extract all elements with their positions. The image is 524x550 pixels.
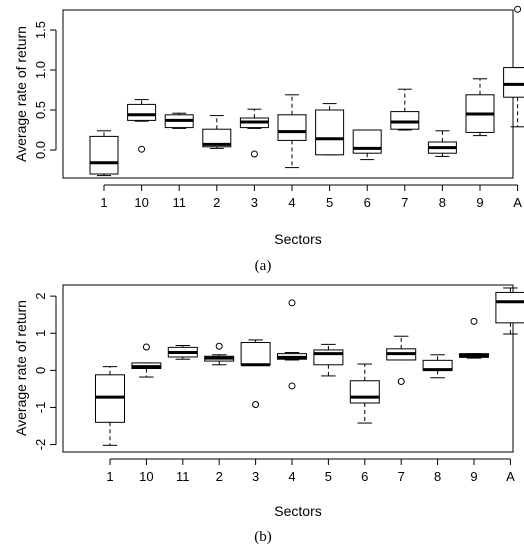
panel-a-caption: (a): [255, 258, 272, 274]
iqr-box: [315, 109, 345, 156]
x-tick-label: 3: [252, 469, 259, 484]
box-1: [95, 366, 125, 446]
outlier-point: [514, 5, 522, 13]
x-tick-label: 5: [326, 195, 333, 210]
y-tick-label: 0.0: [33, 141, 48, 159]
x-tick-label: 4: [288, 469, 295, 484]
x-tick-label: 9: [470, 469, 477, 484]
x-tick-label: 7: [398, 469, 405, 484]
x-tick-label: A: [513, 195, 522, 210]
outlier-point: [288, 382, 296, 390]
x-tick-label: A: [506, 469, 515, 484]
x-tick-label: 7: [401, 195, 408, 210]
x-tick-label: 11: [172, 195, 186, 210]
iqr-box: [89, 135, 119, 175]
box-9: [465, 78, 495, 137]
panel-a-boxes: [89, 5, 524, 177]
y-tick-label: 2: [33, 293, 48, 300]
box-11: [167, 344, 198, 360]
x-tick-label: 11: [176, 469, 190, 484]
panel-a-y-axis: 0.0 0.5 1.0 1.5: [33, 21, 57, 159]
panel-b-caption: (b): [254, 529, 272, 545]
x-tick-label: 6: [364, 195, 371, 210]
panel-a-x-axis-title: Sectors: [274, 231, 321, 247]
box-3: [240, 339, 271, 408]
x-tick-label: 1: [100, 195, 107, 210]
box-A: [495, 287, 524, 335]
box-10: [127, 99, 157, 153]
y-tick-label: 1: [33, 330, 48, 337]
x-tick-label: 8: [434, 469, 441, 484]
y-tick-label: -2: [33, 439, 48, 451]
box-11: [164, 112, 194, 129]
outlier-point: [288, 299, 296, 307]
x-tick-label: 2: [216, 469, 223, 484]
y-tick-label: 0.5: [33, 101, 48, 119]
box-7: [386, 335, 417, 385]
box-10: [131, 343, 162, 378]
box-9: [459, 317, 489, 359]
outlier-point: [250, 150, 258, 158]
y-tick-label: -1: [33, 402, 48, 414]
outlier-point: [252, 400, 260, 408]
box-2: [202, 115, 232, 149]
box-7: [390, 88, 420, 131]
y-tick-label: 1.5: [33, 21, 48, 39]
x-tick-label: 2: [213, 195, 220, 210]
box-A: [503, 5, 524, 128]
box-6: [349, 363, 380, 424]
y-tick-label: 1.0: [33, 61, 48, 79]
panel-b-plot-frame: [62, 284, 514, 453]
box-1: [89, 130, 119, 177]
panel-a-x-axis: 1 10 11 2 3 4 5 6 7 8 9 A: [100, 184, 522, 210]
box-8: [427, 130, 457, 157]
outlier-point: [397, 377, 405, 385]
outlier-point: [470, 317, 478, 325]
box-6: [352, 129, 382, 161]
x-tick-label: 10: [139, 469, 153, 484]
outlier-point: [215, 342, 223, 350]
box-2: [204, 342, 235, 366]
x-tick-label: 1: [106, 469, 113, 484]
iqr-box: [390, 111, 420, 130]
panel-b-y-axis: -2 -1 0 1 2: [33, 293, 57, 451]
iqr-box: [503, 67, 524, 98]
box-5: [313, 343, 344, 377]
iqr-box: [495, 291, 524, 324]
panel-b-boxes: [95, 287, 524, 446]
box-4: [277, 299, 307, 390]
iqr-box: [127, 103, 157, 121]
box-4: [277, 94, 307, 169]
x-tick-label: 5: [325, 469, 332, 484]
x-tick-label: 9: [476, 195, 483, 210]
panel-a-chart: 0.0 0.5 1.0 1.5 1 10 11 2 3 4 5 6 7 8 9 A Average rate…: [13, 5, 524, 274]
panel-b-x-axis-title: Sectors: [274, 503, 321, 519]
x-tick-label: 3: [251, 195, 258, 210]
panel-b-chart: -2 -1 0 1 2 1 10 11 2 3 4 5 6 7 8 9 A Average rate of r…: [13, 284, 524, 545]
box-8: [422, 354, 453, 379]
x-tick-label: 10: [134, 195, 148, 210]
x-tick-label: 8: [439, 195, 446, 210]
iqr-box: [202, 128, 232, 148]
iqr-box: [240, 342, 271, 366]
x-tick-label: 4: [288, 195, 295, 210]
iqr-box: [277, 114, 307, 141]
panel-b-x-axis: 1 10 11 2 3 4 5 6 7 8 9 A: [106, 458, 515, 484]
y-tick-label: 0: [33, 367, 48, 374]
panel-b-y-axis-title: Average rate of return: [13, 300, 29, 436]
outlier-point: [142, 343, 150, 351]
x-tick-label: 6: [361, 469, 368, 484]
box-5: [315, 103, 345, 156]
outlier-point: [138, 145, 146, 153]
iqr-box: [349, 380, 380, 404]
panel-a-y-axis-title: Average rate of return: [13, 26, 29, 162]
box-3: [239, 108, 269, 158]
